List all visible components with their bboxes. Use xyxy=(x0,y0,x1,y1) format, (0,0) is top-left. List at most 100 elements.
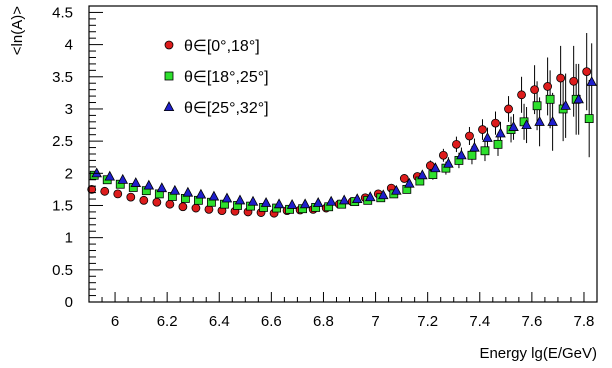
data-point-square xyxy=(467,150,477,160)
data-point-triangle xyxy=(364,191,376,202)
data-point-triangle xyxy=(417,169,428,180)
data-point-circle xyxy=(530,85,539,95)
data-point-triangle xyxy=(573,93,584,104)
data-point-circle xyxy=(517,90,526,100)
data-point-circle xyxy=(165,199,175,209)
data-point-triangle xyxy=(469,141,480,152)
y-tick-label: 4 xyxy=(65,37,73,54)
data-point-triangle xyxy=(404,177,415,188)
data-point-triangle xyxy=(456,149,467,160)
data-point-triangle xyxy=(156,182,168,193)
x-tick-label: 7.8 xyxy=(574,313,595,330)
data-point-triangle xyxy=(391,184,402,195)
legend-label: θ∈[25°,32°] xyxy=(184,100,269,117)
data-point-triangle xyxy=(443,157,454,168)
legend-marker-circle xyxy=(164,40,174,50)
y-tick-label: 3.5 xyxy=(52,69,73,86)
data-point-triangle xyxy=(117,173,129,184)
data-point-circle xyxy=(87,184,97,194)
data-point-triangle xyxy=(586,76,597,86)
x-tick-label: 7 xyxy=(371,313,379,330)
y-tick-label: 0.5 xyxy=(52,262,73,279)
data-point-triangle xyxy=(143,179,155,190)
legend: θ∈[0°,18°] θ∈[18°,25°] θ∈[25°,32°] xyxy=(163,38,269,117)
data-point-triangle xyxy=(182,186,194,197)
data-point-circle xyxy=(100,186,110,196)
y-tick-label: 0 xyxy=(65,294,73,311)
data-point-circle xyxy=(113,189,123,199)
data-point-square xyxy=(480,146,490,156)
data-point-circle xyxy=(152,197,162,207)
data-point-triangle xyxy=(130,177,142,187)
data-point-square xyxy=(584,114,594,124)
data-point-circle xyxy=(556,73,566,83)
data-point-triangle xyxy=(430,162,441,173)
data-point-circle xyxy=(569,76,579,86)
data-point-circle xyxy=(139,195,149,205)
data-point-triangle xyxy=(482,132,493,142)
data-point-triangle xyxy=(338,194,350,205)
data-point-triangle xyxy=(351,193,363,204)
legend-marker-triangle xyxy=(163,101,175,111)
data-point-triangle xyxy=(547,115,558,126)
data-point-circle xyxy=(191,203,201,213)
data-point-triangle xyxy=(247,195,259,206)
y-tick-label: 2.5 xyxy=(52,133,73,150)
axis-tick-labels: 6 6.2 6.4 6.6 6.8 7 7.2 7.4 7.6 7.8 0 0.5 1 1.5 2 2.5 3 3… xyxy=(52,4,594,330)
data-point-triangle xyxy=(208,190,220,201)
data-point-circle xyxy=(504,104,513,114)
legend-label: θ∈[18°,25°] xyxy=(184,69,269,86)
x-tick-label: 6.4 xyxy=(209,313,230,330)
y-tick-label: 3 xyxy=(65,101,73,118)
data-point-triangle xyxy=(286,198,298,209)
data-point-triangle xyxy=(534,115,545,126)
data-point-triangle xyxy=(299,198,311,209)
data-point-triangle xyxy=(378,189,389,200)
x-tick-label: 6 xyxy=(111,313,119,330)
x-tick-label: 7.6 xyxy=(521,313,542,330)
data-point-square xyxy=(493,139,503,149)
x-tick-label: 7.4 xyxy=(469,313,490,330)
data-point-square xyxy=(532,101,542,111)
axis-ticks xyxy=(88,5,598,303)
data-point-circle xyxy=(178,202,188,212)
data-point-triangle xyxy=(91,167,102,178)
y-axis-label: <ln(A)> xyxy=(9,6,26,55)
legend-label: θ∈[0°,18°] xyxy=(184,38,260,55)
data-points xyxy=(87,67,597,218)
data-point-triangle xyxy=(195,188,207,199)
data-point-triangle xyxy=(495,127,506,138)
legend-marker-square xyxy=(164,71,174,81)
x-tick-label: 7.2 xyxy=(417,313,438,330)
data-point-triangle xyxy=(273,198,285,209)
y-tick-label: 2 xyxy=(65,165,73,182)
data-point-triangle xyxy=(104,170,116,181)
data-point-circle xyxy=(491,118,500,128)
x-tick-label: 6.8 xyxy=(313,313,334,330)
y-tick-label: 4.5 xyxy=(52,4,73,21)
data-point-circle xyxy=(439,150,448,160)
data-point-triangle xyxy=(221,192,233,203)
data-point-triangle xyxy=(169,184,181,195)
data-point-triangle xyxy=(521,119,532,130)
x-tick-label: 6.2 xyxy=(157,313,178,330)
data-point-circle xyxy=(126,192,136,202)
data-point-triangle xyxy=(325,195,337,206)
data-point-circle xyxy=(582,67,592,77)
data-point-triangle xyxy=(260,197,272,207)
data-point-square xyxy=(545,94,555,104)
x-tick-label: 6.6 xyxy=(261,313,282,330)
data-point-triangle xyxy=(560,99,571,110)
data-point-triangle xyxy=(508,121,519,131)
data-point-circle xyxy=(478,125,487,134)
data-point-circle xyxy=(399,174,409,183)
data-point-circle xyxy=(543,82,553,91)
x-axis-label: Energy lg(E/GeV) xyxy=(479,345,597,362)
data-point-circle xyxy=(465,131,474,141)
y-tick-label: 1.5 xyxy=(52,197,73,214)
data-point-circle xyxy=(452,139,461,149)
y-tick-label: 1 xyxy=(65,230,73,247)
data-point-triangle xyxy=(234,194,246,205)
data-point-triangle xyxy=(312,197,324,207)
